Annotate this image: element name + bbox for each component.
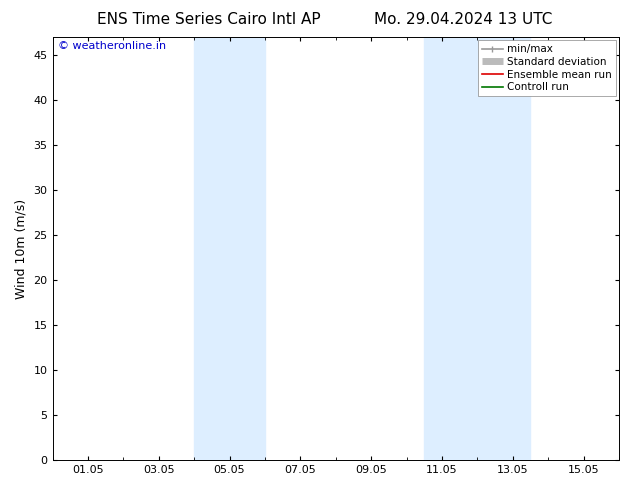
Y-axis label: Wind 10m (m/s): Wind 10m (m/s): [15, 198, 28, 299]
Text: Mo. 29.04.2024 13 UTC: Mo. 29.04.2024 13 UTC: [373, 12, 552, 27]
Bar: [424, 37, 531, 460]
Text: © weatheronline.in: © weatheronline.in: [58, 41, 166, 51]
Legend: min/max, Standard deviation, Ensemble mean run, Controll run: min/max, Standard deviation, Ensemble me…: [478, 40, 616, 97]
Bar: [194, 37, 265, 460]
Text: ENS Time Series Cairo Intl AP: ENS Time Series Cairo Intl AP: [98, 12, 321, 27]
